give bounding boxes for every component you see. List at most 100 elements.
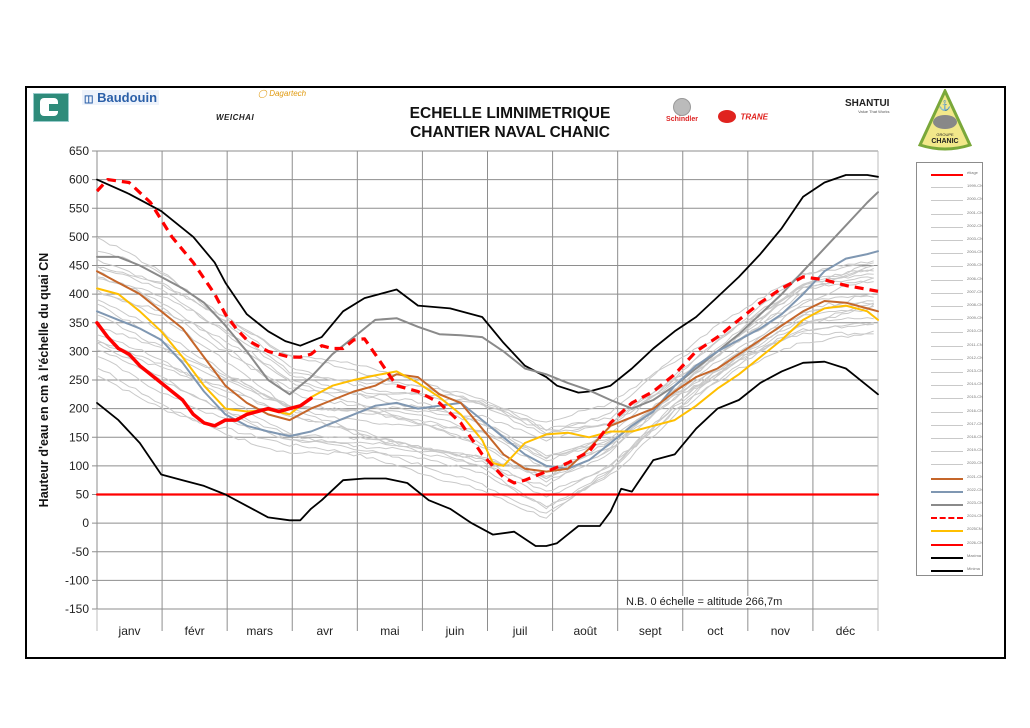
x-tick-label: août <box>573 624 597 638</box>
legend-item: 2011-CN <box>917 341 983 353</box>
y-tick-label: 400 <box>69 287 89 301</box>
chart-title: ECHELLE LIMNIMETRIQUE CHANTIER NAVAL CHA… <box>380 104 640 142</box>
series-line-historical-2018 <box>96 250 874 431</box>
legend-label: 2000-CN <box>967 196 984 202</box>
legend-swatch <box>931 226 963 228</box>
legend-label: 2021-CN <box>967 473 984 479</box>
legend-label: 2008-CN <box>967 302 984 307</box>
chart-frame <box>25 86 1006 659</box>
legend-swatch <box>931 200 963 202</box>
legend-swatch <box>931 464 963 466</box>
x-tick-label: sept <box>639 624 662 638</box>
legend-swatch <box>931 213 963 215</box>
legend-label: 2018-CN <box>967 434 984 439</box>
legend-item: 2000-CN <box>917 195 984 207</box>
series-line-2026-cn <box>95 321 313 428</box>
legend-swatch <box>931 385 963 387</box>
legend-label: 2026-CN <box>967 539 984 545</box>
y-tick-label: -50 <box>72 545 90 559</box>
y-tick-label: 500 <box>69 230 89 244</box>
legend-item: 2025CN <box>917 525 982 537</box>
shantui-text: SHANTUI <box>845 98 890 109</box>
legend-swatch <box>931 398 963 400</box>
legend-item: 2009-CN <box>917 314 983 326</box>
x-tick-label: juil <box>512 624 528 638</box>
badge-group-text: GROUPE <box>936 132 954 137</box>
title-line-1: ECHELLE LIMNIMETRIQUE <box>409 105 611 122</box>
legend-item: 2010-CN <box>917 327 984 339</box>
legend-swatch <box>931 174 963 176</box>
legend-swatch <box>931 240 963 241</box>
weichai-logo: WEICHAI <box>216 113 255 122</box>
legend-label: 2017-CN <box>967 420 984 426</box>
legend-item: 2013-CN <box>917 367 984 379</box>
legend-label: 2015-CN <box>967 394 984 400</box>
y-tick-label: -150 <box>65 602 89 616</box>
schindler-logo: Schindler <box>660 98 704 123</box>
shantui-tagline: Value That Works <box>858 109 890 114</box>
legend-label: 2011-CN <box>967 341 983 347</box>
baudouin-logo: ◫ Baudouin <box>82 90 160 105</box>
legend-label: 2014-CN <box>967 381 984 387</box>
c-glyph-cut <box>49 104 61 111</box>
series-line-historical-2002 <box>96 322 874 510</box>
legend-item: 2020-CN <box>917 459 984 471</box>
legend-swatch <box>931 319 963 321</box>
x-tick-label: oct <box>707 624 724 638</box>
legend-label: 2022-CN <box>967 486 984 492</box>
legend-swatch <box>931 306 963 307</box>
y-tick-label: 150 <box>69 430 89 444</box>
legend-label: 1999-CN <box>967 183 984 189</box>
series-line-2024-cn <box>95 178 879 485</box>
legend-swatch <box>931 543 963 546</box>
legend-label: 2025CN <box>967 526 982 532</box>
series-line-historical-2006 <box>96 302 874 477</box>
legend-item: 2008-CN <box>917 301 984 313</box>
series-line-minima <box>96 360 879 547</box>
series-line-historical-2020 <box>96 236 874 436</box>
legend-label: 2020-CN <box>967 460 984 466</box>
legend-swatch <box>931 358 963 360</box>
series-line-historical-2016 <box>96 265 874 435</box>
legend-label: Minima <box>967 566 980 571</box>
groupe-chanic-badge: ⚓ GROUPE CHANIC <box>917 89 973 151</box>
trane-text: TRANE <box>740 112 769 122</box>
y-tick-label: -100 <box>65 573 89 587</box>
series-line-2022-cn <box>96 250 879 470</box>
legend-label: 2013-CN <box>967 368 984 373</box>
legend-item: Minima <box>917 565 982 577</box>
legend-label: 2010-CN <box>967 328 984 334</box>
legend-item: 2024-CN <box>917 512 983 524</box>
legend-label: 2012-CN <box>967 354 984 360</box>
legend-item: 2003-CN <box>917 235 983 247</box>
series-line-historical-2013 <box>96 273 874 457</box>
series-line-historical-2000 <box>96 331 874 508</box>
legend-swatch <box>931 517 963 520</box>
chanic-c-logo <box>33 93 69 122</box>
series-line-maxima <box>96 174 879 394</box>
legend-swatch <box>931 556 963 559</box>
x-tick-label: févr <box>185 624 205 638</box>
legend-swatch <box>931 504 963 506</box>
legend-label: 2006-CN <box>967 275 984 281</box>
y-tick-label: 550 <box>69 201 89 215</box>
series-line-historical-1999 <box>96 330 874 519</box>
legend-swatch <box>931 438 963 439</box>
series-line-historical-2005 <box>96 304 875 487</box>
series-line-2023-cn <box>96 191 879 410</box>
series-line-historical-2004 <box>96 301 874 492</box>
legend-label: 2004-CN <box>967 249 984 255</box>
legend-swatch <box>931 477 963 480</box>
legend-label: 2016-CN <box>967 407 984 413</box>
legend-label: 2019-CN <box>967 447 984 453</box>
dagartech-text: Dagartech <box>269 89 307 98</box>
legend-swatch <box>931 490 963 493</box>
legend-label: Maxima <box>967 552 982 558</box>
legend-swatch <box>931 411 963 413</box>
legend-swatch <box>931 279 963 281</box>
legend-item: 2005-CN <box>917 261 983 273</box>
x-tick-label: déc <box>836 624 855 638</box>
y-tick-label: 600 <box>69 173 89 187</box>
dagartech-icon: ◯ <box>258 89 267 98</box>
